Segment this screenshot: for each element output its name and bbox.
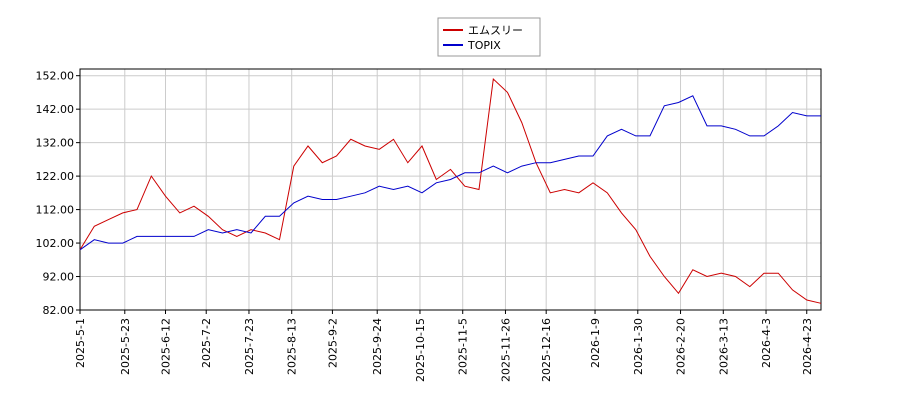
x-tick-label: 2026-3-13	[717, 318, 730, 375]
y-tick-label: 102.00	[36, 237, 75, 250]
y-tick-label: 82.00	[43, 304, 75, 317]
legend-label: TOPIX	[467, 39, 501, 52]
x-tick-label: 2025-7-2	[200, 318, 213, 368]
x-tick-label: 2026-2-20	[675, 318, 688, 375]
x-tick-label: 2026-1-9	[589, 318, 602, 368]
y-tick-label: 112.00	[36, 204, 75, 217]
x-tick-label: 2025-12-16	[540, 318, 553, 382]
x-tick-label: 2025-9-24	[371, 318, 384, 375]
x-tick-label: 2025-6-12	[160, 318, 173, 375]
x-tick-label: 2025-5-1	[74, 318, 87, 368]
y-tick-label: 92.00	[43, 271, 75, 284]
x-tick-label: 2025-7-23	[243, 318, 256, 375]
x-tick-label: 2026-4-3	[760, 318, 773, 368]
y-tick-label: 132.00	[36, 137, 75, 150]
legend-label: エムスリー	[468, 24, 523, 37]
y-tick-label: 142.00	[36, 103, 75, 116]
y-tick-label: 122.00	[36, 170, 75, 183]
x-tick-label: 2025-10-15	[414, 318, 427, 382]
legend	[437, 17, 541, 57]
x-tick-label: 2025-9-2	[326, 318, 339, 368]
x-tick-label: 2025-11-26	[499, 318, 512, 382]
line-series	[79, 77, 822, 304]
x-tick-label: 2026-1-30	[632, 318, 645, 375]
line-series	[79, 95, 821, 251]
x-tick-label: 2025-11-5	[457, 318, 470, 375]
x-tick-label: 2025-8-13	[286, 318, 299, 375]
x-tick-label: 2026-4-23	[801, 318, 814, 375]
plot-frame	[79, 68, 822, 311]
y-tick-label: 152.00	[36, 70, 75, 83]
x-tick-label: 2025-5-23	[119, 318, 132, 375]
